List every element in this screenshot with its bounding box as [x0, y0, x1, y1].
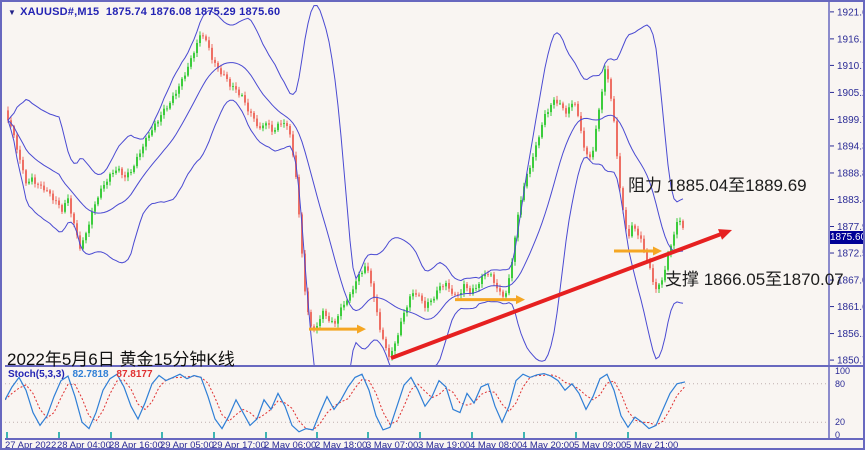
stoch-indicator-label: Stoch(5,3,3) 82.7818 87.8177	[8, 369, 153, 380]
svg-text:28 Apr 04:00: 28 Apr 04:00	[57, 440, 111, 450]
svg-text:1910.70: 1910.70	[837, 61, 865, 72]
svg-text:1867.00: 1867.00	[837, 276, 865, 287]
svg-text:1856.10: 1856.10	[837, 329, 865, 340]
stochastic-panel: 100 80 20 0	[5, 366, 850, 440]
bollinger-bands	[7, 5, 684, 365]
svg-text:3 May 19:00: 3 May 19:00	[418, 440, 470, 450]
svg-text:2 May 18:00: 2 May 18:00	[315, 440, 367, 450]
svg-text:1899.70: 1899.70	[837, 115, 865, 126]
svg-text:5 May 21:00: 5 May 21:00	[626, 440, 678, 450]
svg-text:1905.20: 1905.20	[837, 88, 865, 99]
price-axis[interactable]: 1921.60 1916.10 1910.70 1905.20 1899.70 1894.…	[830, 7, 865, 367]
stoch-name: Stoch(5,3,3)	[8, 369, 65, 380]
candle-series	[7, 31, 684, 361]
svg-text:27 Apr 2022: 27 Apr 2022	[5, 440, 56, 450]
stoch-main-value: 82.7818	[72, 369, 109, 380]
svg-text:28 Apr 16:00: 28 Apr 16:00	[109, 440, 163, 450]
svg-text:4 May 20:00: 4 May 20:00	[522, 440, 574, 450]
date-caption: 2022年5月6日 黄金15分钟K线	[7, 350, 235, 369]
svg-text:1916.10: 1916.10	[837, 34, 865, 45]
svg-text:4 May 08:00: 4 May 08:00	[470, 440, 522, 450]
chart-frame-lines	[5, 2, 863, 440]
ohlc-header[interactable]: ▼ XAUUSD#,M15 1875.74 1876.08 1875.29 187…	[8, 6, 280, 18]
chart-dropdown-icon[interactable]: ▼	[8, 8, 17, 17]
current-price-tag: 1875.60	[830, 231, 865, 244]
support-annotation: 支撑 1866.05至1870.07	[665, 270, 844, 289]
svg-text:1850.70: 1850.70	[837, 356, 865, 367]
svg-text:1888.80: 1888.80	[837, 168, 865, 179]
svg-text:100: 100	[835, 366, 850, 376]
svg-text:1877.90: 1877.90	[837, 222, 865, 233]
stoch-signal-value: 87.8177	[116, 369, 153, 380]
svg-text:1883.40: 1883.40	[837, 195, 865, 206]
svg-text:20: 20	[835, 417, 845, 427]
svg-text:80: 80	[835, 379, 845, 389]
svg-text:1894.30: 1894.30	[837, 141, 865, 152]
svg-text:1861.60: 1861.60	[837, 302, 865, 313]
svg-text:29 Apr 17:00: 29 Apr 17:00	[212, 440, 266, 450]
ohlc-values: 1875.74 1876.08 1875.29 1875.60	[105, 6, 281, 18]
svg-text:3 May 07:00: 3 May 07:00	[366, 440, 418, 450]
svg-text:0: 0	[835, 430, 840, 440]
svg-text:5 May 09:00: 5 May 09:00	[574, 440, 626, 450]
symbol-timeframe: XAUUSD#,M15	[20, 6, 100, 18]
svg-text:2 May 06:00: 2 May 06:00	[264, 440, 316, 450]
chart-drawings[interactable]	[309, 229, 732, 360]
resistance-annotation: 阻力 1885.04至1889.69	[628, 176, 807, 195]
svg-text:1872.50: 1872.50	[837, 249, 865, 260]
svg-text:29 Apr 05:00: 29 Apr 05:00	[160, 440, 214, 450]
svg-text:1921.60: 1921.60	[837, 7, 865, 18]
